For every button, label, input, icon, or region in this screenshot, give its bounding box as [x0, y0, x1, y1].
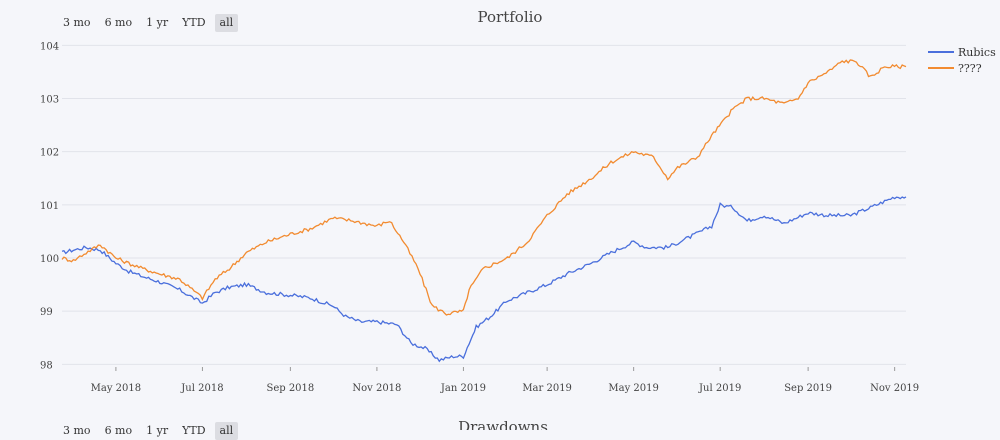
- x-tick-label: May 2018: [91, 383, 141, 394]
- chart-title: Portfolio: [478, 8, 543, 26]
- y-tick-label: 100: [40, 254, 59, 265]
- legend-swatch: [928, 67, 954, 69]
- x-tick-label: Mar 2019: [522, 383, 572, 394]
- drawdown-range-button-1-yr[interactable]: 1 yr: [141, 422, 174, 440]
- drawdown-range-button-3-mo[interactable]: 3 mo: [58, 422, 96, 440]
- x-tick-label: Sep 2018: [266, 383, 314, 394]
- x-tick-label: Nov 2018: [352, 383, 401, 394]
- range-button-ytd[interactable]: YTD: [177, 14, 211, 32]
- series-line-1: [61, 59, 907, 316]
- legend: Rubics????: [928, 44, 996, 76]
- x-tick-label: Sep 2019: [784, 383, 832, 394]
- x-tick-label: Nov 2019: [870, 383, 919, 394]
- range-button-all[interactable]: all: [214, 14, 239, 32]
- drawdown-range-button-all[interactable]: all: [214, 422, 239, 440]
- x-tick-label: Jul 2018: [180, 383, 223, 394]
- drawdowns-title: Drawdowns: [458, 418, 548, 430]
- y-tick-label: 98: [40, 360, 53, 371]
- range-button-3-mo[interactable]: 3 mo: [58, 14, 96, 32]
- y-tick-label: 103: [40, 94, 59, 105]
- legend-item[interactable]: Rubics: [928, 44, 996, 60]
- drawdowns-range-selector: 3 mo 6 mo 1 yr YTD all: [58, 422, 239, 440]
- y-tick-label: 102: [40, 148, 59, 159]
- x-tick-label: May 2019: [608, 383, 658, 394]
- drawdown-range-button-ytd[interactable]: YTD: [177, 422, 211, 440]
- series-line-0: [61, 196, 907, 363]
- portfolio-chart: Portfolio 98 99 100 101 102 103 104 May 2018 Jul …: [40, 8, 919, 430]
- range-selector: 3 mo 6 mo 1 yr YTD all: [58, 14, 239, 32]
- x-tick-label: Jul 2019: [698, 383, 741, 394]
- legend-label: Rubics: [958, 45, 996, 59]
- y-tick-label: 99: [40, 307, 53, 318]
- range-button-1-yr[interactable]: 1 yr: [141, 14, 174, 32]
- y-tick-label: 104: [40, 41, 59, 52]
- drawdown-range-button-6-mo[interactable]: 6 mo: [99, 422, 138, 440]
- legend-swatch: [928, 51, 954, 53]
- legend-item[interactable]: ????: [928, 60, 996, 76]
- x-tick-label: Jan 2019: [440, 383, 486, 394]
- y-tick-label: 101: [40, 201, 59, 212]
- range-button-6-mo[interactable]: 6 mo: [99, 14, 138, 32]
- legend-label: ????: [958, 61, 982, 75]
